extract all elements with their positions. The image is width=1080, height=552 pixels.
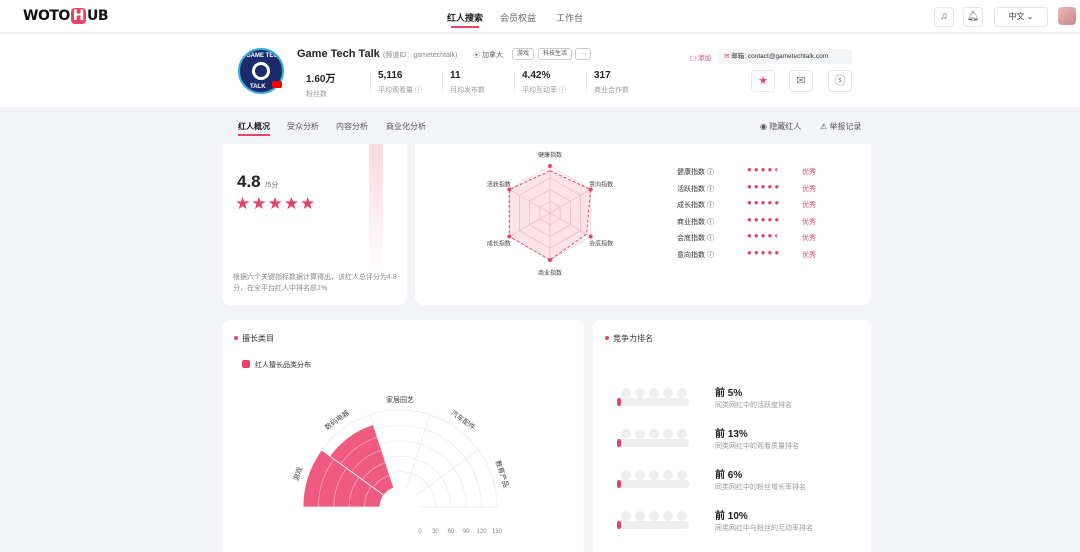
polar-category-label: 数码电器 [323, 408, 351, 432]
radar-axis-label: 成长指数 [487, 240, 511, 248]
polar-bar [302, 449, 385, 508]
tab-content[interactable]: 内容分析 [336, 122, 368, 131]
metric-dots: ●●●●◐ [747, 165, 782, 174]
nav-workbench[interactable]: 工作台 [556, 13, 584, 23]
score-card: 4.8 /5分 ★★★★★ 根据六个关键指标数据计算得出，该红人总评分为4.8分… [222, 144, 407, 305]
ranking-title: 竞争力排名 [605, 333, 653, 344]
stat-fans: 1.60万 粉丝数 [306, 74, 336, 98]
tab-overview[interactable]: 红人概况 [238, 122, 270, 136]
categories-title: 擅长类目 [234, 333, 274, 344]
polar-tick-label: 30 [432, 529, 439, 535]
polar-tick-label: 60 [447, 529, 454, 535]
user-avatar[interactable] [1058, 7, 1076, 25]
categories-card: 擅长类目 红人擅长品类分布 游戏 数码电器 家居园艺汽车配件教育产品 0 30 60 90… [222, 320, 584, 552]
ranking-row: 前 5% 同类网红中的活跃度排名 [617, 384, 847, 414]
tab-commercial[interactable]: 商业化分析 [386, 122, 426, 131]
radar-point [548, 164, 552, 168]
coin-icon[interactable]: ⓢ [828, 70, 852, 92]
channel-name: Game Tech Talk [297, 48, 380, 60]
tag-game[interactable]: 游戏 [512, 48, 535, 60]
score-gradient-bar [369, 144, 383, 276]
metric-row: 健康指数 ⓘ ●●●●◐ 优秀 [677, 165, 816, 176]
polar-category-label: 汽车配件 [449, 408, 477, 432]
headset-icon[interactable]: ♫ [934, 7, 954, 27]
polar-category-label: 家居园艺 [386, 395, 414, 404]
polar-tick-label: 120 [477, 529, 488, 535]
stat-engagement: 4.42% 平均互动率 ⓘ [522, 70, 566, 94]
radar-point [588, 234, 593, 239]
channel-id: (频道ID：gametechtalk) [383, 52, 458, 59]
radar-axis-label: 商业指数 [538, 269, 562, 277]
favorite-star-icon[interactable]: ★ [751, 70, 775, 92]
overall-score: 4.8 /5分 [237, 172, 279, 191]
eye-icon: ◉ [760, 122, 770, 131]
nav-membership[interactable]: 会员权益 [500, 13, 537, 23]
people-icon [617, 507, 689, 531]
language-select[interactable]: 中文 ⌄ [994, 7, 1048, 27]
top-bar: WOTO H UB 红人搜索 会员权益 工作台 ♫ 🔔︎ 中文 ⌄ [0, 0, 1080, 33]
metric-row: 成长指数 ⓘ ●●●●● 优秀 [677, 198, 816, 209]
ranking-row: 前 6% 同类网红中的粉丝增长率排名 [617, 466, 847, 496]
nav-influencer-search[interactable]: 红人搜索 [447, 13, 484, 28]
score-description: 根据六个关键指标数据计算得出，该红人总评分为4.8分，在全平台红人中排名前1% [233, 274, 397, 292]
tab-audience[interactable]: 受众分析 [287, 122, 319, 131]
metric-row: 商业指数 ⓘ ●●●●● 优秀 [677, 214, 816, 226]
polar-bar [329, 424, 395, 496]
location: ⦿ 加拿大 [473, 52, 503, 59]
radar-axis-label: 健康指数 [538, 151, 562, 159]
email-contact[interactable]: ✉ 邮箱: contact@gametechtalk.com [718, 49, 852, 64]
profile-header: GAME TECH TALK Game Tech Talk (频道ID：game… [0, 34, 1080, 107]
radar-point [507, 187, 512, 192]
envelope-icon[interactable]: ✉ [789, 70, 813, 92]
location-icon: ⦿ [473, 52, 482, 59]
rating-stars: ★★★★★ [235, 194, 317, 213]
polar-category-label: 教育产品 [494, 459, 511, 488]
logo[interactable]: WOTO H UB [23, 8, 109, 24]
people-icon [617, 384, 689, 408]
hide-influencer-button[interactable]: ◉ 隐藏红人 [760, 122, 802, 131]
report-button[interactable]: ⚠ 举报记录 [820, 122, 862, 131]
radar-point [507, 234, 512, 239]
people-icon [617, 466, 689, 490]
radar-axis-label: 会底指数 [589, 240, 613, 248]
polar-tick-label: 150 [492, 529, 503, 535]
radar-point [548, 258, 552, 262]
metric-row: 会底指数 ⓘ ●●●●◐ 优秀 [677, 231, 816, 242]
radar-axis-label: 活跃指数 [487, 181, 511, 189]
add-button[interactable]: ▢ 添加 [690, 55, 711, 62]
stat-monthly-posts: 11 月均发布数 [450, 70, 485, 94]
ranking-card: 竞争力排名 前 5% 同类网红中的活跃度排名前 13% 同类网红中的观看质量排名前 … [593, 320, 871, 552]
polar-tick-label: 90 [463, 529, 470, 535]
stat-collaborations: 317 商业合作数 [594, 70, 629, 94]
polar-category-label: 游戏 [291, 466, 304, 482]
legend-swatch [242, 360, 250, 368]
metric-dots: ●●●●● [747, 181, 782, 191]
ranking-row: 前 10% 同类网红中与粉丝的互动率排名 [617, 507, 847, 537]
bell-icon[interactable]: 🔔︎ [963, 7, 983, 27]
metric-dots: ●●●●● [747, 198, 782, 207]
metric-row: 活跃指数 ⓘ ●●●●● 优秀 [677, 181, 816, 193]
radar-point [588, 187, 593, 192]
mail-icon: ✉ [724, 53, 732, 60]
warning-icon: ⚠ [820, 122, 830, 131]
radar-card: 健康指数意向指数会底指数商业指数 成长指数 活跃指数 健康指数 ⓘ ●●●●◐ 优秀 活跃… [415, 144, 871, 305]
metric-row: 意向指数 ⓘ ●●●●● 优秀 [677, 247, 816, 259]
metric-dots: ●●●●● [747, 247, 782, 257]
metric-dots: ●●●●◐ [747, 231, 782, 240]
stat-avg-views: 5,116 平均观看量 ⓘ [378, 70, 422, 94]
youtube-icon [272, 81, 282, 88]
radar-axis-label: 意向指数 [589, 181, 613, 189]
tag-more[interactable]: ··· [575, 48, 591, 60]
sub-tabs: 红人概况 受众分析 内容分析 商业化分析 ◉ 隐藏红人 ⚠ 举报记录 [0, 107, 1080, 144]
polar-tick-label: 0 [418, 529, 422, 535]
legend-label: 红人擅长品类分布 [255, 362, 311, 369]
tag-tech[interactable]: 科技生活 [538, 48, 573, 60]
channel-avatar: GAME TECH TALK [238, 48, 284, 94]
ranking-row: 前 13% 同类网红中的观看质量排名 [617, 425, 847, 455]
people-icon [617, 425, 689, 449]
metric-dots: ●●●●● [747, 214, 782, 224]
